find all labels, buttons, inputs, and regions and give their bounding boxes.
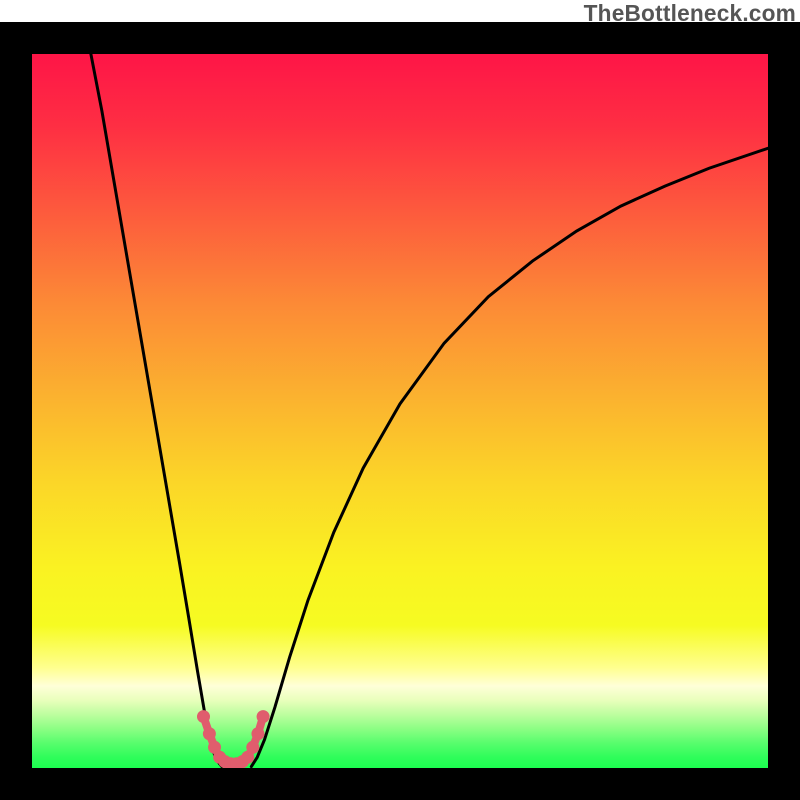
watermark-label: TheBottleneck.com: [584, 0, 796, 27]
valley-markers: [197, 710, 270, 768]
curve-layer: [32, 54, 768, 768]
valley-marker-dot: [197, 710, 210, 723]
valley-marker-dot: [203, 727, 216, 740]
chart-canvas: TheBottleneck.com: [0, 0, 800, 800]
bottleneck-curve-left: [91, 54, 222, 767]
valley-marker-dot: [246, 741, 259, 754]
valley-connector: [203, 717, 263, 764]
bottleneck-curve-right: [251, 148, 768, 766]
valley-marker-dot: [257, 710, 270, 723]
plot-area: [32, 54, 768, 768]
valley-marker-dot: [251, 727, 264, 740]
